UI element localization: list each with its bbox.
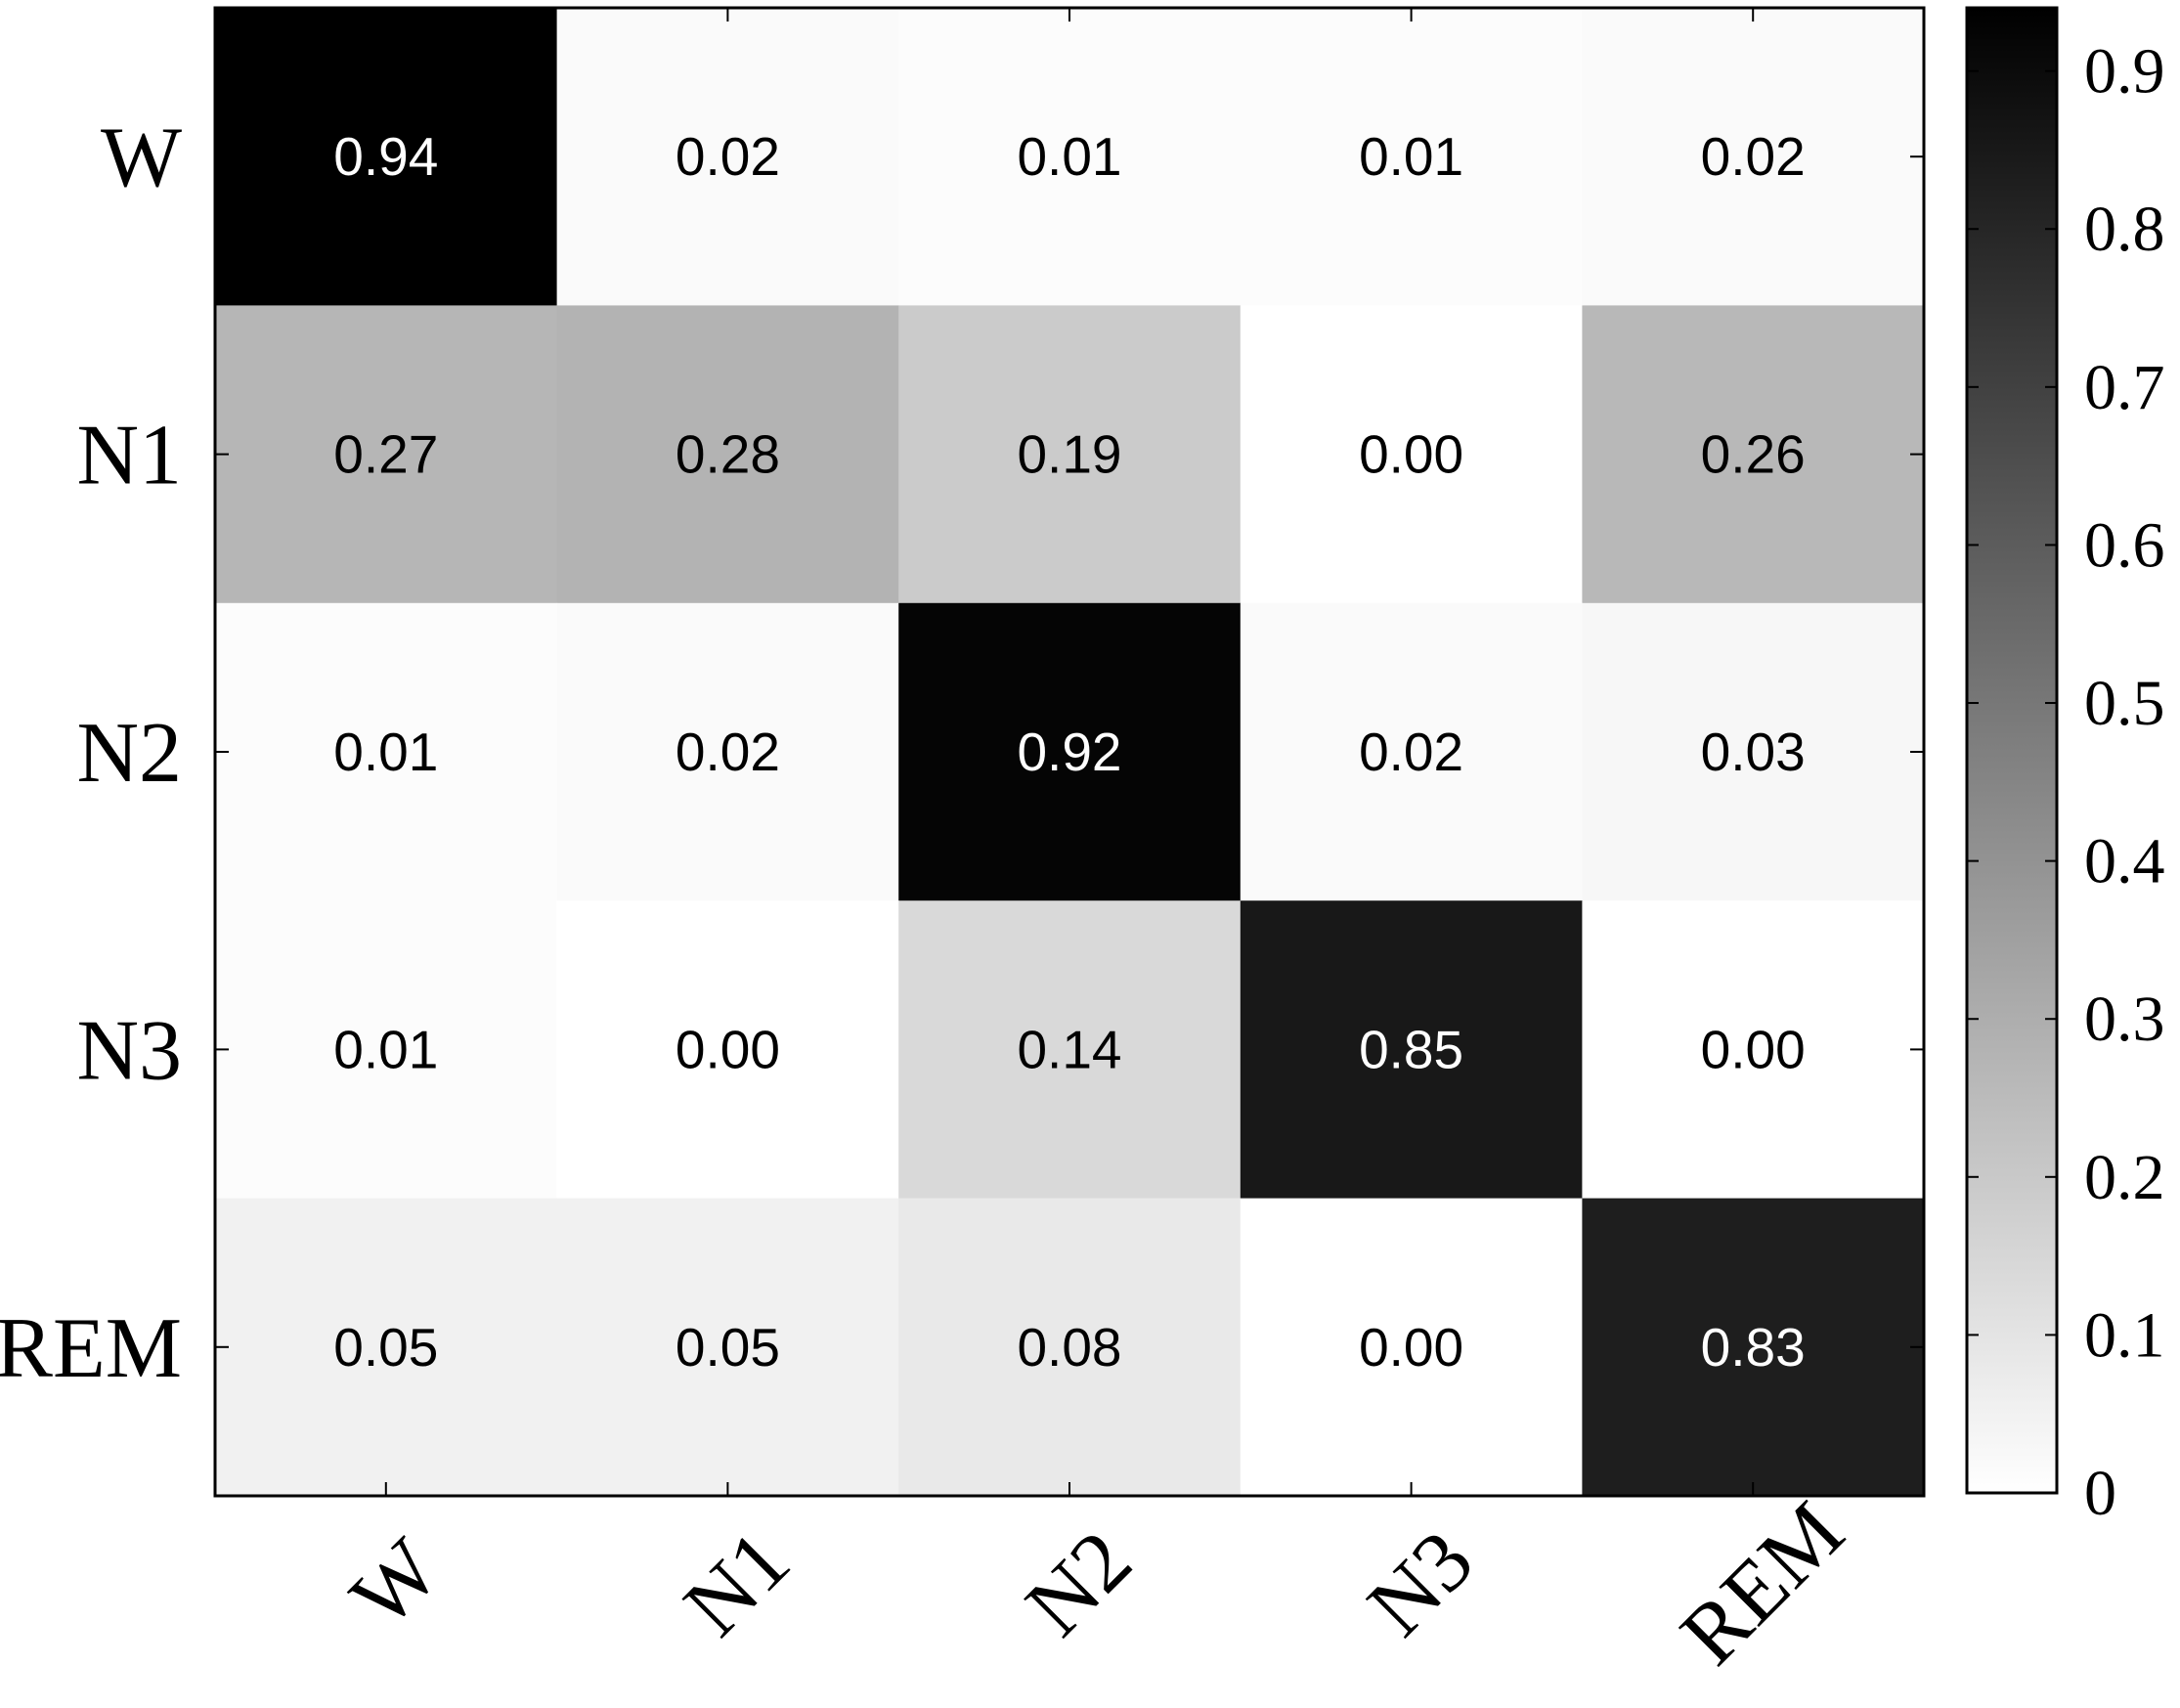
colorbar-tick-label: 0.5 bbox=[2084, 668, 2165, 739]
x-tick-label: N3 bbox=[1350, 1513, 1492, 1655]
x-tick-label: N2 bbox=[1009, 1513, 1151, 1655]
cell-value-label: 0.00 bbox=[1701, 1019, 1806, 1079]
colorbar-tick-label: 0.4 bbox=[2084, 826, 2165, 898]
x-tick-labels: W N1 N2 N3 REM bbox=[333, 1484, 1862, 1683]
cell-value-label: 0.00 bbox=[1359, 1317, 1463, 1378]
colorbar-tick-label: 0.1 bbox=[2084, 1299, 2165, 1371]
y-tick-label: REM bbox=[0, 1301, 182, 1396]
colorbar-ticks: 0 0.1 0.2 0.3 0.4 0.5 0.6 0.7 0.8 0.9 bbox=[1967, 36, 2165, 1529]
cell-value-label: 0.01 bbox=[333, 1019, 438, 1079]
cell-value-label: 0.92 bbox=[1017, 722, 1121, 782]
heatmap-cell bbox=[556, 305, 899, 604]
cell-value-label: 0.01 bbox=[1359, 126, 1463, 187]
heatmap-cell bbox=[1240, 1198, 1583, 1497]
cell-value-label: 0.28 bbox=[676, 424, 780, 485]
cell-value-label: 0.26 bbox=[1701, 424, 1806, 485]
x-tick-label: W bbox=[333, 1521, 458, 1645]
x-tick-label: N1 bbox=[667, 1513, 808, 1655]
y-tick-label: N3 bbox=[76, 1003, 182, 1098]
heatmap-cell bbox=[1582, 1198, 1925, 1497]
cell-value-label: 0.14 bbox=[1017, 1019, 1121, 1079]
cell-value-label: 0.19 bbox=[1017, 424, 1121, 485]
cell-value-label: 0.02 bbox=[676, 722, 780, 782]
cell-value-label: 0.02 bbox=[1701, 126, 1806, 187]
x-tick-label: REM bbox=[1663, 1484, 1861, 1683]
colorbar-tick-label: 0 bbox=[2084, 1458, 2116, 1529]
y-tick-label: N2 bbox=[76, 706, 182, 801]
cell-value-label: 0.83 bbox=[1701, 1317, 1806, 1378]
colorbar-tick-label: 0.7 bbox=[2084, 352, 2165, 423]
cell-value-label: 0.05 bbox=[333, 1317, 438, 1378]
heatmap-cell bbox=[215, 602, 558, 901]
heatmap-cell bbox=[898, 602, 1242, 901]
axis-ticks bbox=[215, 8, 1924, 1496]
cell-value-label: 0.27 bbox=[333, 424, 438, 485]
cell-value-label: 0.03 bbox=[1701, 722, 1806, 782]
cell-value-label: 0.00 bbox=[676, 1019, 780, 1079]
cell-value-label: 0.01 bbox=[1017, 126, 1121, 187]
heatmap-cell bbox=[1582, 900, 1925, 1200]
heatmap-cell bbox=[1240, 8, 1583, 306]
heatmap-cell bbox=[556, 900, 899, 1200]
cell-value-label: 0.02 bbox=[1359, 722, 1463, 782]
heatmap-cell bbox=[898, 8, 1242, 306]
cell-value-label: 0.01 bbox=[333, 722, 438, 782]
cell-value-label: 0.05 bbox=[676, 1317, 780, 1378]
cell-value-label: 0.00 bbox=[1359, 424, 1463, 485]
colorbar-tick-label: 0.9 bbox=[2084, 36, 2165, 108]
y-tick-label: N1 bbox=[76, 409, 182, 504]
colorbar-tick-label: 0.8 bbox=[2084, 194, 2165, 265]
heatmap-cell bbox=[898, 305, 1242, 604]
heatmap-cell bbox=[1582, 305, 1925, 604]
heatmap-cell bbox=[1240, 305, 1583, 604]
cell-value-label: 0.08 bbox=[1017, 1317, 1121, 1378]
colorbar bbox=[1965, 6, 2059, 1495]
heatmap-cell bbox=[215, 1198, 558, 1497]
heatmap-cell bbox=[1582, 602, 1925, 901]
cell-value-label: 0.02 bbox=[676, 126, 780, 187]
heatmap-cell bbox=[556, 1198, 899, 1497]
cell-value-label: 0.85 bbox=[1359, 1019, 1463, 1079]
heatmap-cell bbox=[556, 602, 899, 901]
heatmap-cell bbox=[1582, 8, 1925, 306]
heatmap-cell bbox=[898, 1198, 1242, 1497]
heatmap-cell bbox=[1240, 900, 1583, 1200]
heatmap-cell bbox=[215, 8, 558, 306]
colorbar-tick-label: 0.3 bbox=[2084, 984, 2165, 1055]
y-tick-label: W bbox=[101, 110, 182, 205]
colorbar-tick-label: 0.2 bbox=[2084, 1142, 2165, 1213]
heatmap-cell bbox=[556, 8, 899, 306]
cell-value-label: 0.94 bbox=[333, 126, 438, 187]
y-tick-labels: W N1 N2 N3 REM bbox=[0, 110, 182, 1396]
colorbar-tick-label: 0.6 bbox=[2084, 509, 2165, 581]
cell-value-labels: 0.94 0.02 0.01 0.01 0.02 0.27 0.28 0.19 0.00 0.26… bbox=[333, 126, 1805, 1378]
heatmap-cell bbox=[1240, 602, 1583, 901]
heatmap-cell bbox=[215, 305, 558, 604]
heatmap-cells bbox=[215, 8, 1925, 1497]
heatmap-cell bbox=[898, 900, 1242, 1200]
heatmap-cell bbox=[215, 900, 558, 1200]
